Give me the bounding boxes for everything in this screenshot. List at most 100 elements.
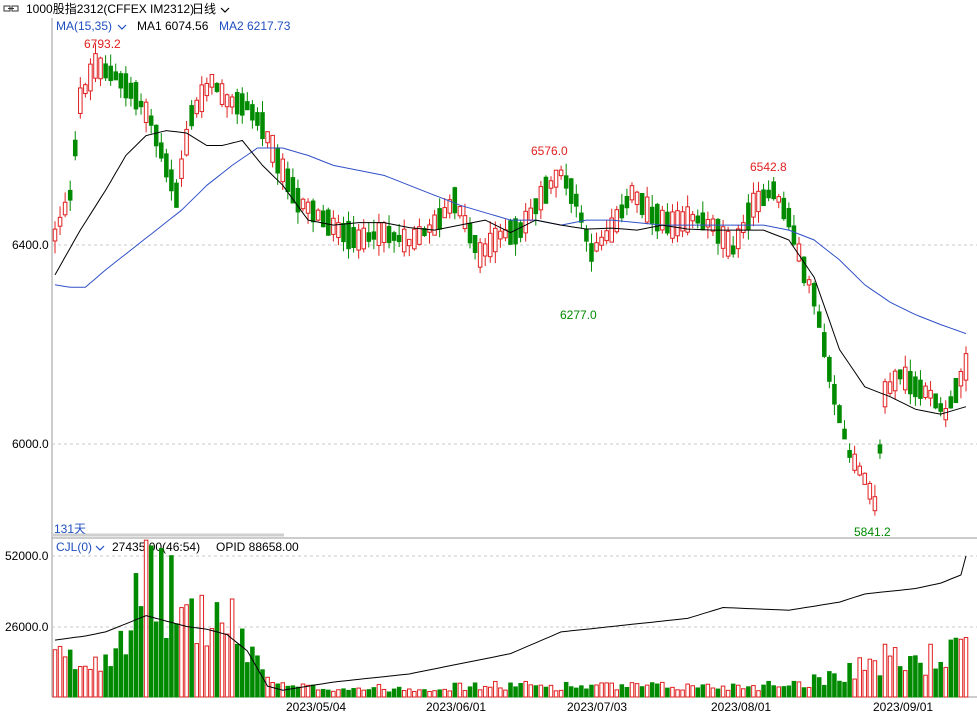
candle <box>528 207 534 221</box>
candle <box>83 84 88 95</box>
volume-bar <box>791 680 797 698</box>
volume-bar <box>660 681 665 698</box>
volume-bar <box>649 682 655 698</box>
candle <box>412 228 417 250</box>
volume-bar <box>391 688 397 698</box>
candle <box>442 207 447 219</box>
candle <box>386 226 392 244</box>
annotation-low-6277: 6277.0 <box>560 308 597 322</box>
candle <box>629 185 635 201</box>
candle <box>422 228 427 237</box>
volume-bar <box>563 681 569 698</box>
annotation-high-6576: 6576.0 <box>531 144 568 158</box>
candle <box>229 96 235 108</box>
candle <box>93 53 98 79</box>
candle <box>599 236 604 246</box>
candle <box>902 366 908 391</box>
candle <box>224 94 230 108</box>
candle <box>57 216 63 227</box>
candle <box>639 192 645 215</box>
volume-bar <box>245 662 250 698</box>
period-chevron-down-icon[interactable] <box>220 7 230 13</box>
candle <box>331 217 336 235</box>
volume-bar <box>270 682 275 698</box>
volume-bar <box>437 689 442 698</box>
candle <box>214 83 220 92</box>
volume-bar <box>346 689 351 698</box>
volume-bar <box>487 686 493 698</box>
candle <box>255 112 260 126</box>
candle <box>594 242 599 252</box>
candle <box>98 57 103 80</box>
volume-bar <box>665 687 670 698</box>
candle <box>735 228 741 250</box>
volume-bar <box>862 669 868 698</box>
volume-bar <box>108 666 113 698</box>
candle <box>619 204 625 219</box>
volume-bar <box>174 623 179 698</box>
volume-bar <box>159 548 164 698</box>
candle <box>958 371 964 387</box>
link-icon[interactable] <box>3 5 19 12</box>
candle <box>265 131 270 144</box>
cjl-indicator-label[interactable]: CJL(0) <box>56 540 92 554</box>
volume-bar <box>553 690 559 698</box>
candle <box>644 196 650 223</box>
volume-bar <box>776 686 782 698</box>
ma-chevron-down-icon[interactable] <box>117 24 127 30</box>
candle <box>655 203 660 232</box>
candle <box>482 243 488 257</box>
candle <box>872 496 878 512</box>
volume-bar <box>305 684 311 698</box>
volume-bar <box>690 685 695 698</box>
volume-bar <box>386 691 392 698</box>
volume-bar <box>680 689 685 698</box>
candle <box>700 212 706 231</box>
volume-bar <box>103 654 108 698</box>
volume-bar <box>482 685 488 698</box>
candle <box>52 228 58 242</box>
volume-bar <box>310 684 316 698</box>
candle <box>169 169 174 192</box>
candle <box>533 198 539 215</box>
volume-bar <box>229 598 235 698</box>
volume-bar <box>83 665 88 698</box>
volume-bar <box>72 669 78 698</box>
volume-bar <box>462 690 468 698</box>
ma-indicator-label[interactable]: MA(15,35) <box>56 19 112 33</box>
volume-bar <box>442 688 447 698</box>
candle <box>128 82 134 99</box>
volume-bar <box>958 638 964 698</box>
volume-bar <box>189 598 194 698</box>
candle <box>791 225 797 245</box>
volume-bar <box>584 688 589 698</box>
candle <box>351 227 356 249</box>
candle <box>270 134 275 163</box>
contract-title: 1000股指2312(CFFEX IM2312) <box>26 1 194 16</box>
candle <box>518 222 523 238</box>
volume-bar <box>265 676 270 698</box>
candle <box>376 222 382 246</box>
candle <box>239 93 245 116</box>
volume-bar <box>533 685 539 698</box>
candle <box>548 180 554 189</box>
volume-bar <box>422 689 427 698</box>
period-selector[interactable]: 日线 <box>192 2 216 16</box>
volume-bar <box>796 681 802 698</box>
volume-bar <box>401 690 407 698</box>
candle <box>923 385 928 398</box>
x-label-0901: 2023/09/01 <box>873 700 933 714</box>
candle <box>918 379 923 399</box>
volume-bar <box>548 684 554 698</box>
candle <box>113 71 119 81</box>
volume-bar <box>735 684 741 698</box>
candle <box>634 191 640 206</box>
volume-bar <box>877 675 883 698</box>
volume-bar <box>948 639 954 698</box>
candle <box>123 73 129 99</box>
volume-bar <box>239 628 245 698</box>
candle <box>786 207 792 228</box>
candle <box>963 353 969 381</box>
volume-bar <box>447 690 453 698</box>
cjl-chevron-down-icon[interactable] <box>95 545 105 551</box>
